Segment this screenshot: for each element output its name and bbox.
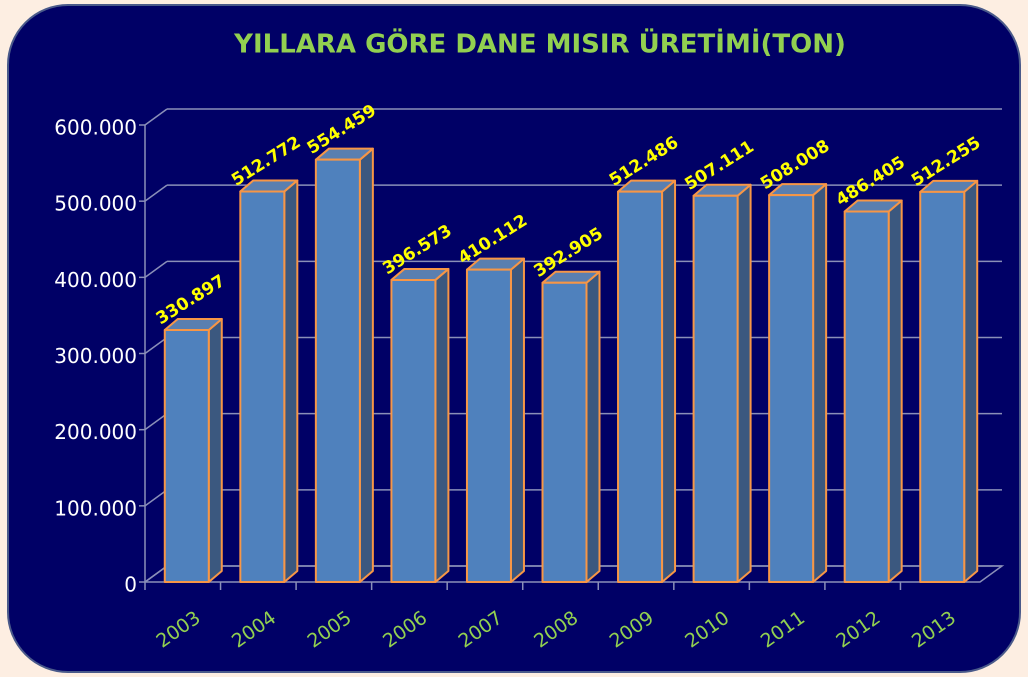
bar-side — [812, 183, 828, 583]
y-tick-label: 500.000 — [54, 192, 137, 216]
grid-line — [144, 413, 168, 431]
bar — [617, 190, 664, 583]
y-tick-label: 200.000 — [54, 420, 137, 444]
bar-side — [661, 179, 677, 583]
bar-side — [358, 147, 374, 583]
bar-side — [585, 270, 601, 583]
bar-side — [887, 199, 903, 583]
grid-line — [144, 565, 168, 583]
bar — [465, 268, 512, 583]
bar-side — [207, 317, 223, 583]
y-tick-label: 300.000 — [54, 344, 137, 368]
bar — [314, 158, 361, 583]
grid-line — [144, 184, 168, 202]
bar — [541, 281, 588, 583]
bar-side — [736, 183, 752, 583]
y-tick-label: 400.000 — [54, 268, 137, 292]
bar — [768, 194, 815, 584]
bar — [843, 210, 890, 584]
bar-side — [283, 179, 299, 583]
y-tick-label: 100.000 — [54, 496, 137, 520]
bar-side — [963, 179, 979, 583]
grid-line — [144, 489, 168, 507]
bar — [163, 328, 210, 584]
bar — [692, 194, 739, 583]
bar — [390, 278, 437, 583]
y-tick-label: 0 — [124, 573, 137, 597]
grid-line — [144, 336, 168, 355]
chart-title: YILLARA GÖRE DANE MISIR ÜRETİMİ(TON) — [233, 27, 846, 60]
bar — [919, 190, 966, 584]
grid-line — [144, 108, 168, 126]
grid-line — [144, 260, 168, 278]
bar-side — [509, 257, 525, 583]
y-tick-label: 600.000 — [54, 116, 137, 140]
bar-side — [434, 267, 450, 583]
bar — [239, 190, 286, 583]
